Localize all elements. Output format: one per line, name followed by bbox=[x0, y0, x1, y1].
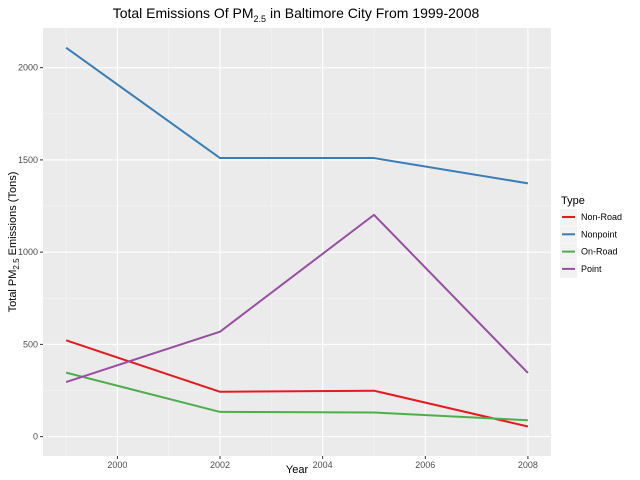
legend-item-on-road: On-Road bbox=[560, 243, 618, 261]
series-line-on-road bbox=[65, 371, 528, 422]
series-line-point bbox=[65, 213, 529, 383]
y-axis-title-suffix: Emissions (Tons) bbox=[7, 172, 19, 259]
legend-items: Non-Road Nonpoint On-Road Point bbox=[560, 209, 622, 278]
x-axis: 2000 2002 2004 2006 2008 bbox=[107, 456, 538, 470]
major-gridlines bbox=[43, 28, 551, 456]
legend-label: On-Road bbox=[581, 247, 618, 257]
x-tick-label: 2000 bbox=[107, 460, 127, 470]
y-tick-label: 1000 bbox=[18, 247, 38, 257]
y-axis: 0 500 1000 1500 2000 bbox=[18, 63, 43, 442]
x-tick-label: 2006 bbox=[415, 460, 435, 470]
plot-panel bbox=[43, 28, 551, 456]
y-axis-title-subscript: 2.5 bbox=[12, 258, 21, 270]
y-tick-label: 0 bbox=[33, 432, 38, 442]
chart-title-subscript: 2.5 bbox=[254, 14, 267, 24]
legend-label: Point bbox=[581, 264, 602, 274]
chart-title-suffix: in Baltimore City From 1999-2008 bbox=[266, 5, 479, 21]
y-tick-label: 1500 bbox=[18, 155, 38, 165]
legend-label: Non-Road bbox=[581, 212, 622, 222]
legend-item-nonpoint: Nonpoint bbox=[560, 226, 618, 244]
y-tick-label: 2000 bbox=[18, 63, 38, 73]
legend-label: Nonpoint bbox=[581, 229, 618, 239]
series-line-non-road bbox=[65, 339, 529, 428]
x-tick-label: 2002 bbox=[210, 460, 230, 470]
y-axis-title-prefix: Total PM bbox=[7, 270, 19, 313]
y-axis-title: Total PM2.5 Emissions (Tons) bbox=[7, 172, 21, 313]
chart-title: Total Emissions Of PM2.5 in Baltimore Ci… bbox=[113, 5, 480, 24]
series-lines bbox=[65, 46, 529, 428]
legend-title: Type bbox=[561, 195, 585, 207]
legend-item-non-road: Non-Road bbox=[560, 209, 622, 226]
chart-title-prefix: Total Emissions Of PM bbox=[113, 5, 254, 21]
x-axis-title: Year bbox=[286, 464, 309, 476]
legend-item-point: Point bbox=[560, 260, 602, 278]
series-line-nonpoint bbox=[65, 46, 529, 185]
legend: Type Non-Road Nonpoint On-Road Point bbox=[560, 195, 622, 278]
x-tick-label: 2004 bbox=[313, 460, 333, 470]
x-tick-label: 2008 bbox=[518, 460, 538, 470]
y-tick-label: 500 bbox=[23, 339, 38, 349]
